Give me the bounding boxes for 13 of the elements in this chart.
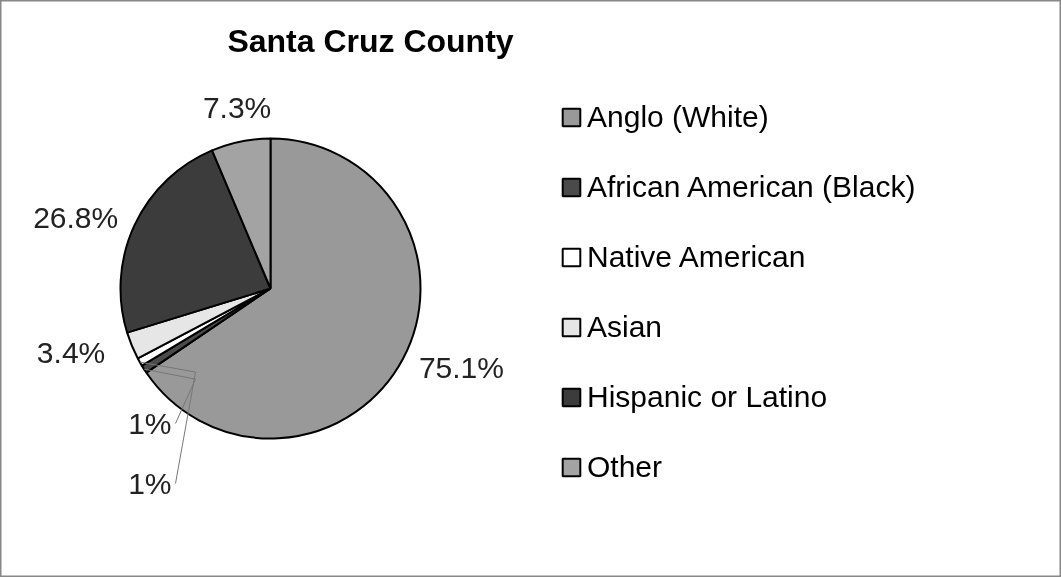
data-label: 75.1% xyxy=(418,350,504,384)
data-label: 1% xyxy=(128,467,172,500)
data-label: 3.4% xyxy=(36,336,106,370)
legend-label: Anglo (White) xyxy=(587,99,769,135)
legend-label: Asian xyxy=(587,309,663,345)
legend-label: Native American xyxy=(587,239,806,275)
data-label: 7.3% xyxy=(202,90,272,124)
legend-label: Hispanic or Latino xyxy=(587,379,828,415)
chart-title: Santa Cruz County xyxy=(227,22,514,59)
legend-label: African American (Black) xyxy=(587,169,916,205)
legend-label: Other xyxy=(587,449,663,485)
data-label: 26.8% xyxy=(33,201,119,235)
data-label: 1% xyxy=(128,407,172,440)
